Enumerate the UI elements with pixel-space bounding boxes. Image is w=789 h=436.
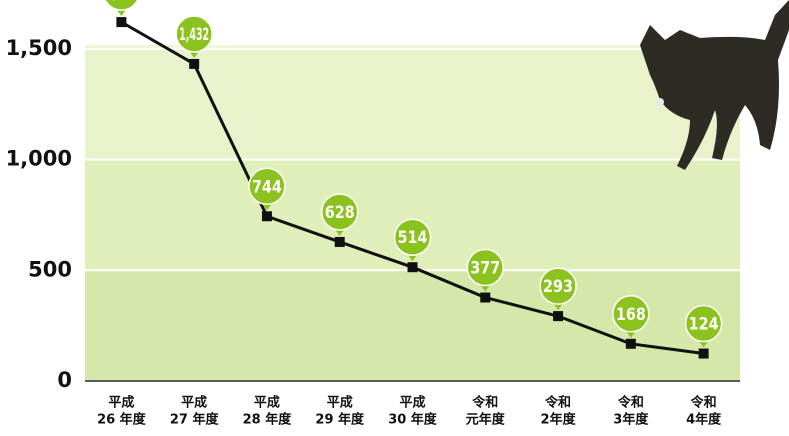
value-label: 628 — [325, 203, 355, 223]
y-tick-label: 500 — [28, 257, 72, 281]
x-tick-label: 令和 — [545, 395, 571, 411]
marker — [480, 293, 490, 303]
x-tick-label: 30 年度 — [388, 412, 438, 428]
x-tick-label: 元年度 — [466, 412, 506, 428]
marker — [116, 17, 126, 27]
band — [85, 49, 740, 160]
x-tick-label: 2年度 — [541, 412, 577, 428]
y-tick-label: 1,500 — [6, 36, 72, 60]
value-label: 744 — [252, 177, 282, 197]
value-label: 377 — [470, 259, 500, 279]
marker — [626, 339, 636, 349]
x-tick-label: 29 年度 — [315, 412, 365, 428]
x-tick-label: 28 年度 — [243, 412, 293, 428]
value-label: 1,621 — [106, 0, 136, 3]
marker — [553, 311, 563, 321]
x-tick-label: 4年度 — [686, 412, 722, 428]
marker — [408, 262, 418, 272]
y-tick-label: 0 — [57, 368, 72, 392]
y-tick-label: 1,000 — [6, 147, 72, 171]
x-tick-label: 令和 — [691, 395, 717, 411]
x-tick-label: 令和 — [618, 395, 644, 411]
x-tick-label: 平成 — [254, 395, 280, 411]
marker — [699, 349, 709, 359]
x-tick-label: 27 年度 — [170, 412, 220, 428]
x-tick-label: 令和 — [472, 395, 498, 411]
x-tick-label: 平成 — [327, 395, 353, 411]
value-label: 293 — [543, 277, 573, 297]
value-label: 124 — [689, 315, 719, 335]
value-label: 514 — [398, 228, 428, 248]
marker — [335, 237, 345, 247]
x-tick-label: 平成 — [399, 395, 425, 411]
value-label: 1,432 — [179, 25, 209, 45]
marker — [189, 59, 199, 69]
x-tick-label: 3年度 — [613, 412, 649, 428]
x-tick-label: 26 年度 — [97, 412, 147, 428]
plot-background — [85, 45, 740, 381]
x-tick-label: 平成 — [108, 395, 134, 411]
x-tick-label: 平成 — [181, 395, 207, 411]
chart: 05001,0001,500平成26 年度平成27 年度平成28 年度平成29 … — [0, 0, 789, 436]
marker — [262, 211, 272, 221]
value-label: 168 — [616, 305, 646, 325]
